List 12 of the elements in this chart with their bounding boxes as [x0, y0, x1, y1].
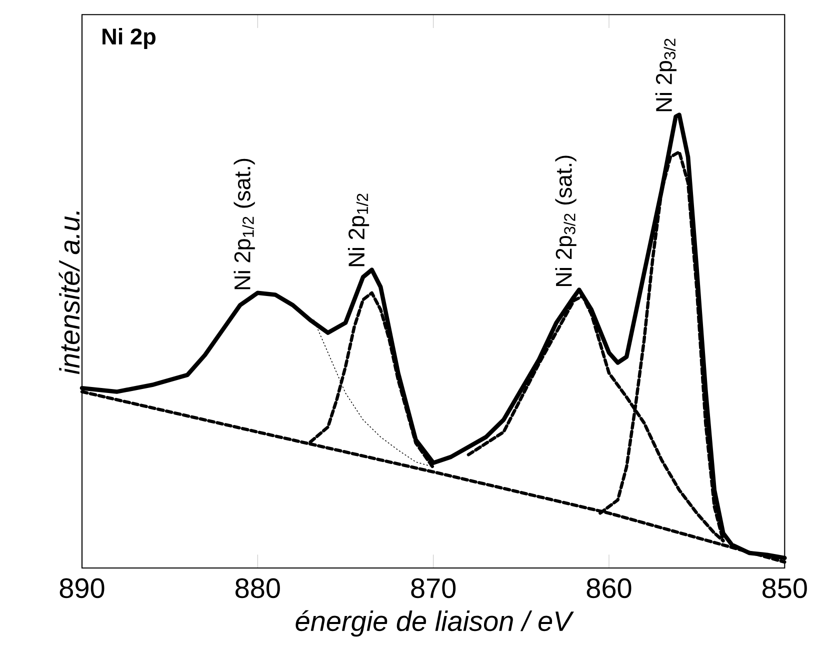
x-tick-label: 880 — [236, 578, 280, 598]
annotation: Ni 2p$_{3/2}$ (sat.) — [555, 156, 576, 286]
x-tick-label: 850 — [762, 578, 807, 598]
x-tick-label: 860 — [586, 578, 632, 598]
chart-title: Ni 2p — [102, 28, 156, 50]
x-tick-label: 890 — [60, 578, 104, 598]
y-axis-title: intensité/ a.u. — [58, 212, 80, 374]
x-tick-label: 870 — [411, 578, 456, 598]
annotation: Ni 2p$_{1/2}$ — [348, 194, 370, 266]
annotation: Ni 2p$_{3/2}$ — [655, 38, 676, 112]
x-axis-title: énergie de liaison / eV — [296, 610, 574, 637]
annotation: Ni 2p$_{1/2}$ (sat.) — [234, 158, 255, 290]
